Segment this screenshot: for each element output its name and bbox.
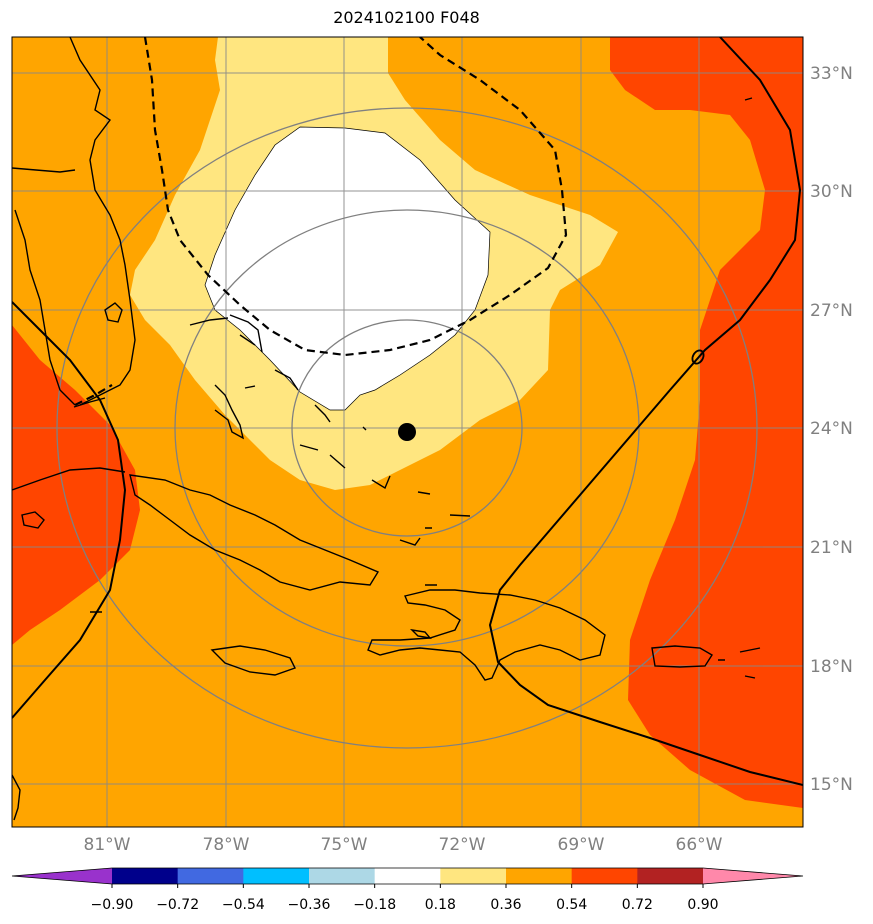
lon-labels: 81°W 78°W 75°W 72°W 69°W 66°W [84, 835, 723, 855]
bahamas-islands [189, 314, 471, 546]
small-island-west [21, 511, 45, 529]
coast-west-edge [12, 774, 21, 821]
island-gonave [409, 628, 432, 640]
colorbar-extend-max [703, 868, 803, 884]
storm-center-marker [398, 423, 416, 441]
lon-label: 75°W [321, 835, 368, 855]
lon-label: 78°W [203, 835, 250, 855]
colorbar-tick-label: −0.18 [353, 897, 396, 913]
lon-label: 72°W [439, 835, 486, 855]
contour-dashed [143, 37, 568, 357]
lake-okeechobee [104, 302, 123, 323]
range-rings [56, 107, 758, 749]
lat-labels: 33°N 30°N 27°N 24°N 21°N 18°N 15°N [810, 64, 853, 795]
colorbar-extend-min [12, 868, 112, 884]
colorbar-tick-label: −0.72 [156, 897, 199, 913]
colorbar-tick-label: 0.72 [622, 897, 653, 913]
lat-label: 30°N [810, 182, 853, 202]
colorbar-segment [571, 868, 638, 884]
lat-label: 24°N [810, 419, 853, 439]
virgin-islands [718, 647, 761, 679]
colorbar-segment [506, 868, 573, 884]
map-frame [11, 36, 804, 828]
field-fill-white [204, 126, 491, 411]
colorbar-tick-label: −0.54 [222, 897, 265, 913]
lon-label: 69°W [558, 835, 605, 855]
colorbar-segment [177, 868, 244, 884]
field-fill-red-west [12, 325, 140, 645]
coast-hispaniola [367, 589, 606, 681]
colorbar-segment [637, 868, 704, 884]
coast-yucatan [12, 467, 126, 491]
colorbar-segment [374, 868, 441, 884]
gridlines [12, 37, 803, 827]
lon-label: 81°W [84, 835, 131, 855]
lat-label: 33°N [810, 64, 853, 84]
lat-label: 21°N [810, 538, 853, 558]
coast-us-east [12, 37, 136, 406]
coast-puerto-rico [651, 645, 713, 668]
lat-label: 15°N [810, 775, 853, 795]
colorbar-segment [309, 868, 376, 884]
colorbar-segment [440, 868, 507, 884]
isla-juventud [210, 645, 296, 676]
colorbar-segment [112, 868, 179, 884]
coastlines [12, 37, 761, 821]
coast-cuba [129, 474, 380, 591]
lat-label: 18°N [810, 657, 853, 677]
map-title: 2024102100 F048 [333, 8, 480, 27]
colorbar-segment [243, 868, 310, 884]
contour-lines-solid [12, 37, 803, 786]
colorbar-tick-label: 0.36 [490, 897, 521, 913]
colorbar-tick-label: −0.36 [288, 897, 331, 913]
colorbar-tick-label: 0.54 [556, 897, 587, 913]
colorbar-tick-label: 0.18 [425, 897, 456, 913]
colorbar: −0.90 −0.72 −0.54 −0.36 −0.18 0.18 0.36 0.54 0.7… [11, 867, 804, 913]
colorbar-tick-label: −0.90 [91, 897, 134, 913]
contour-dashed-west [74, 384, 113, 406]
lat-label: 27°N [810, 301, 853, 321]
map-layer [12, 37, 803, 827]
colorbar-tick-label: 0.90 [687, 897, 718, 913]
field-fill-red-east [610, 37, 803, 808]
small-contour-loop [691, 349, 705, 365]
lon-label: 66°W [676, 835, 723, 855]
